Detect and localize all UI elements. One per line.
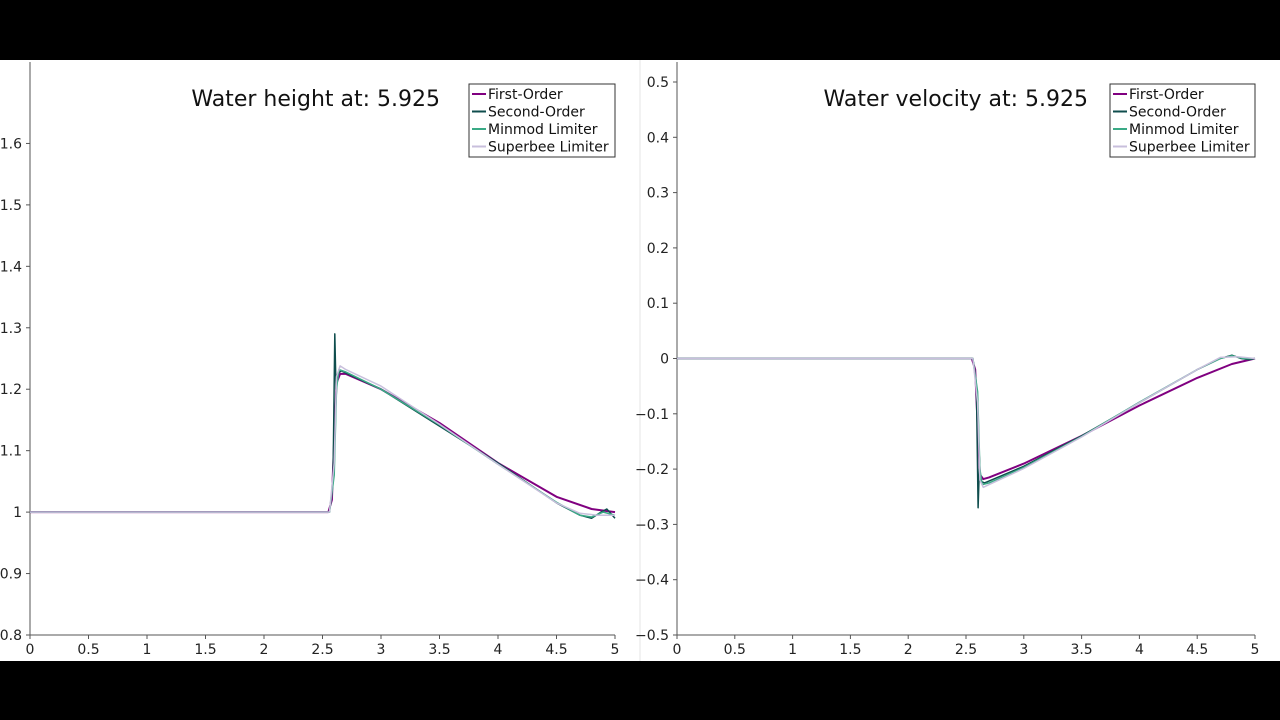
x-tick-label: 5 [1251, 642, 1260, 658]
x-tick-label: 2.5 [311, 642, 333, 658]
y-tick-label: 0.1 [647, 296, 669, 312]
y-tick-label: 0.2 [647, 241, 669, 257]
chart-stage: 0 0.5 1 1.5 2 2.5 3 3.5 4 4.5 5 0.8 0.9 1 1.1 1.2 1.3 1.4… [0, 60, 1280, 661]
series-line-superbee-limiter [677, 356, 1256, 489]
legend-label: Superbee Limiter [1129, 140, 1250, 156]
x-tick-label: 5 [611, 642, 620, 658]
water-velocity-chart: 0 0.5 1 1.5 2 2.5 3 3.5 4 4.5 5 −0.5 −0.4 −0.3 −0.2 −0.… [635, 62, 1259, 658]
series-line-second-order [677, 354, 1256, 509]
legend-label: Second-Order [1129, 105, 1226, 121]
y-tick-label: −0.1 [635, 407, 669, 423]
y-tick-label: 1.3 [0, 321, 22, 337]
series-line-superbee-limiter [30, 365, 615, 516]
series-line-first-order [30, 372, 616, 514]
x-tick-label: 3.5 [1070, 642, 1092, 658]
legend-box [1109, 83, 1256, 158]
y-tick-label: 0.5 [647, 75, 669, 91]
x-tick-label: 0.5 [724, 642, 746, 658]
x-tick-label: 0 [26, 642, 35, 658]
series-line-minmod-limiter [677, 354, 1255, 486]
x-tick-label: 1.5 [194, 642, 216, 658]
charts-svg: 0 0.5 1 1.5 2 2.5 3 3.5 4 4.5 5 0.8 0.9 1 1.1 1.2 1.3 1.4… [0, 60, 1259, 661]
legend-box [468, 83, 616, 158]
x-tick-label: 1 [788, 642, 797, 658]
y-tick-label: 1.4 [0, 259, 22, 275]
x-tick-label: 4.5 [545, 642, 567, 658]
x-tick-label: 1 [143, 642, 152, 658]
x-tick-label: 4 [1135, 642, 1144, 658]
y-tick-label: 1 [13, 505, 22, 521]
y-tick-label: 1.1 [0, 444, 22, 460]
x-tick-label: 2 [904, 642, 913, 658]
x-tick-label: 3.5 [428, 642, 450, 658]
x-tick-label: 4 [494, 642, 503, 658]
y-tick-label: −0.5 [635, 628, 669, 644]
legend-label: Second-Order [488, 105, 585, 121]
x-tick-label: 3 [1019, 642, 1028, 658]
chart-title: Water height at: 5.925 [191, 87, 440, 112]
y-tick-label: −0.2 [635, 462, 669, 478]
y-tick-label: −0.4 [635, 573, 669, 589]
series-line-first-order [677, 357, 1256, 481]
letterbox-bottom [0, 661, 1280, 720]
y-tick-label: 1.5 [0, 198, 22, 214]
legend-label: Superbee Limiter [488, 140, 609, 156]
y-tick-label: 0.8 [0, 628, 22, 644]
y-tick-label: 0.9 [0, 567, 22, 583]
y-tick-label: 0 [660, 352, 669, 368]
x-tick-label: 3 [377, 642, 386, 658]
x-tick-label: 2.5 [955, 642, 977, 658]
y-tick-label: 0.3 [647, 186, 669, 202]
letterbox-top [0, 0, 1280, 60]
legend-label: First-Order [488, 87, 563, 103]
series-line-minmod-limiter [30, 368, 616, 518]
series-line-second-order [30, 333, 616, 520]
y-tick-label: 0.4 [647, 130, 669, 146]
legend-label: First-Order [1129, 87, 1204, 103]
y-tick-label: 1.6 [0, 136, 22, 152]
y-tick-label: −0.3 [635, 517, 669, 533]
legend-label: Minmod Limiter [1129, 122, 1239, 138]
x-tick-label: 4.5 [1186, 642, 1208, 658]
x-tick-label: 2 [260, 642, 269, 658]
chart-title: Water velocity at: 5.925 [824, 87, 1089, 112]
y-tick-label: 1.2 [0, 382, 22, 398]
x-tick-label: 0.5 [77, 642, 99, 658]
x-tick-label: 1.5 [839, 642, 861, 658]
legend-label: Minmod Limiter [488, 122, 598, 138]
x-tick-label: 0 [673, 642, 682, 658]
water-height-chart: 0 0.5 1 1.5 2 2.5 3 3.5 4 4.5 5 0.8 0.9 1 1.1 1.2 1.3 1.4… [0, 62, 619, 658]
